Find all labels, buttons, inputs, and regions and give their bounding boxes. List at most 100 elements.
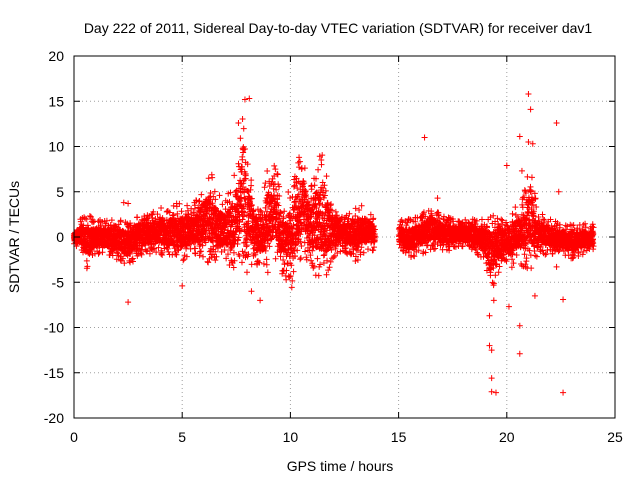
data-point bbox=[314, 255, 321, 262]
data-point bbox=[298, 242, 305, 249]
data-point bbox=[495, 269, 502, 276]
data-point bbox=[163, 208, 170, 215]
data-point bbox=[89, 251, 96, 258]
data-point bbox=[365, 246, 372, 253]
data-point bbox=[478, 216, 485, 223]
data-point bbox=[86, 250, 93, 257]
data-point bbox=[159, 251, 166, 258]
data-point bbox=[184, 202, 191, 209]
data-point bbox=[129, 258, 136, 265]
data-point bbox=[173, 251, 180, 258]
data-point bbox=[301, 165, 308, 172]
data-point bbox=[198, 191, 205, 198]
data-point bbox=[114, 249, 121, 256]
data-point bbox=[183, 253, 190, 260]
data-point bbox=[109, 252, 116, 259]
data-point bbox=[134, 214, 141, 221]
data-point bbox=[323, 173, 330, 180]
data-point bbox=[509, 256, 516, 263]
data-point bbox=[248, 261, 255, 268]
data-point bbox=[264, 269, 271, 276]
data-point bbox=[371, 244, 378, 251]
data-point bbox=[173, 203, 180, 210]
data-point bbox=[492, 272, 499, 279]
data-point bbox=[327, 258, 334, 265]
data-point bbox=[138, 251, 145, 258]
data-point bbox=[240, 125, 247, 132]
data-point bbox=[266, 243, 273, 250]
data-point bbox=[117, 217, 124, 224]
data-point bbox=[155, 244, 162, 251]
data-point bbox=[212, 257, 219, 264]
data-point bbox=[216, 192, 223, 199]
data-point bbox=[146, 250, 153, 257]
data-point bbox=[263, 256, 270, 263]
data-point bbox=[230, 249, 237, 256]
data-point bbox=[169, 212, 176, 219]
data-point bbox=[311, 182, 318, 189]
data-point bbox=[200, 253, 207, 260]
data-point bbox=[88, 213, 95, 220]
data-point bbox=[158, 204, 165, 211]
data-point bbox=[165, 248, 172, 255]
data-point bbox=[113, 256, 120, 263]
data-point bbox=[243, 269, 250, 276]
data-point bbox=[498, 216, 505, 223]
data-point bbox=[84, 263, 91, 270]
data-point bbox=[297, 256, 304, 263]
data-point bbox=[198, 248, 205, 255]
data-point bbox=[90, 219, 97, 226]
data-point bbox=[370, 247, 377, 254]
data-point bbox=[209, 174, 216, 181]
data-point bbox=[178, 208, 185, 215]
data-point bbox=[184, 207, 191, 214]
data-point bbox=[83, 257, 90, 264]
data-point bbox=[237, 135, 244, 142]
data-point bbox=[107, 221, 114, 228]
data-point bbox=[260, 260, 267, 267]
data-point bbox=[280, 257, 287, 264]
data-point bbox=[264, 168, 271, 175]
data-point bbox=[182, 211, 189, 218]
data-point bbox=[274, 171, 281, 178]
data-point bbox=[263, 261, 270, 268]
data-points bbox=[70, 91, 597, 396]
data-point bbox=[238, 259, 245, 266]
data-point bbox=[328, 201, 335, 208]
data-point bbox=[127, 250, 134, 257]
data-point bbox=[509, 210, 516, 217]
data-point bbox=[271, 162, 278, 169]
data-point bbox=[103, 217, 110, 224]
data-point bbox=[524, 173, 531, 180]
data-point bbox=[235, 160, 242, 167]
data-point bbox=[302, 248, 309, 255]
data-point bbox=[318, 161, 325, 168]
data-point bbox=[190, 209, 197, 216]
data-point bbox=[153, 249, 160, 256]
data-point bbox=[174, 210, 181, 217]
data-point bbox=[297, 255, 304, 262]
data-point bbox=[144, 247, 151, 254]
data-point bbox=[290, 268, 297, 275]
data-point bbox=[315, 166, 322, 173]
data-point bbox=[143, 248, 150, 255]
data-point bbox=[108, 217, 115, 224]
data-point bbox=[175, 246, 182, 253]
data-point bbox=[95, 250, 102, 257]
data-point bbox=[211, 188, 218, 195]
data-point bbox=[119, 255, 126, 262]
data-point bbox=[154, 211, 161, 218]
data-point bbox=[176, 200, 183, 207]
data-point bbox=[513, 252, 520, 259]
data-point bbox=[121, 260, 128, 267]
data-point bbox=[205, 259, 212, 266]
data-point bbox=[326, 264, 333, 271]
data-point bbox=[288, 284, 295, 291]
data-point bbox=[151, 245, 158, 252]
data-point bbox=[83, 216, 90, 223]
data-point bbox=[308, 186, 315, 193]
data-point bbox=[77, 218, 84, 225]
data-point bbox=[205, 175, 212, 182]
data-point bbox=[166, 209, 173, 216]
